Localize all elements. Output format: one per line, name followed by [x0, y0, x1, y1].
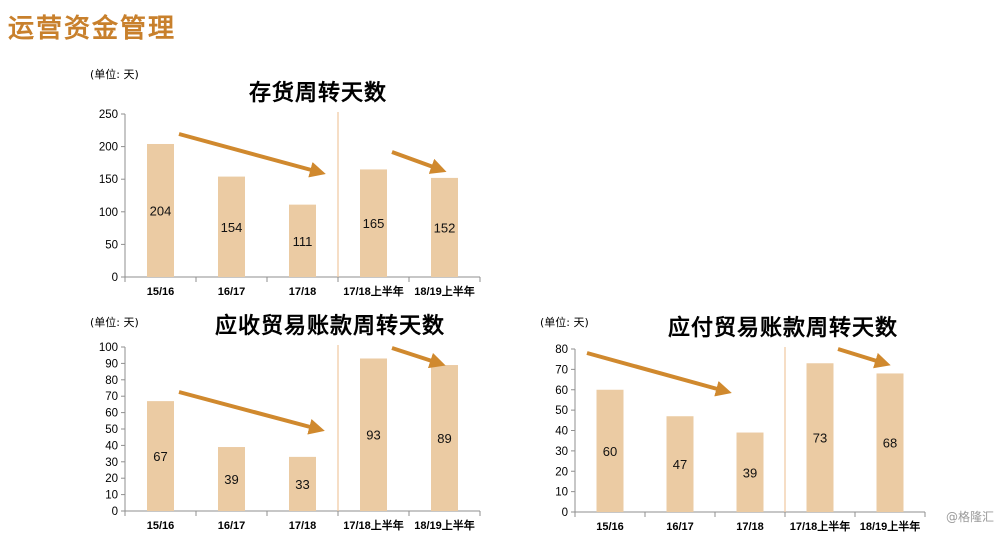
bar-value-label-inventory: 165 — [363, 216, 385, 231]
category-label-payables: 17/18上半年 — [790, 519, 851, 533]
trend-arrow-payables — [837, 347, 891, 369]
y-tick-label-payables: 10 — [555, 487, 568, 499]
unit-label-inventory: (单位: 天) — [90, 67, 139, 81]
y-tick-label-payables: 40 — [555, 426, 568, 438]
bar-inventory — [218, 176, 245, 277]
bar-payables — [666, 416, 694, 512]
trend-arrow-inventory — [391, 150, 447, 174]
trend-arrow-receivables — [178, 390, 325, 435]
category-label-receivables: 18/19上半年 — [414, 518, 475, 532]
category-label-payables: 18/19上半年 — [860, 519, 921, 533]
y-tick-label-receivables: 100 — [99, 342, 118, 354]
y-tick-label-receivables: 10 — [105, 490, 118, 502]
watermark: @格隆汇 — [945, 510, 994, 524]
y-tick-label-inventory: 100 — [99, 207, 118, 219]
y-tick-label-inventory: 0 — [112, 272, 118, 284]
bar-value-label-receivables: 67 — [153, 449, 167, 464]
bar-value-label-inventory: 111 — [293, 234, 313, 249]
y-tick-label-receivables: 0 — [112, 506, 118, 518]
y-tick-label-inventory: 50 — [105, 239, 118, 251]
y-tick-label-payables: 70 — [555, 364, 568, 376]
category-label-inventory: 18/19上半年 — [414, 284, 475, 298]
category-label-payables: 15/16 — [596, 521, 624, 533]
category-label-inventory: 16/17 — [218, 286, 246, 298]
y-tick-label-receivables: 90 — [105, 358, 118, 370]
category-label-payables: 16/17 — [666, 521, 694, 533]
bar-receivables — [431, 365, 458, 511]
category-label-receivables: 15/16 — [147, 520, 175, 532]
category-label-receivables: 17/18 — [289, 520, 317, 532]
y-tick-label-receivables: 30 — [105, 457, 118, 469]
bar-value-label-payables: 73 — [813, 431, 827, 446]
chart-title-inventory: 存货周转天数 — [249, 80, 387, 106]
y-tick-label-receivables: 60 — [105, 408, 118, 420]
y-tick-label-receivables: 70 — [105, 391, 118, 403]
y-tick-label-payables: 50 — [555, 405, 568, 417]
bar-value-label-payables: 60 — [603, 444, 617, 459]
bar-receivables — [147, 401, 174, 511]
y-tick-label-payables: 20 — [555, 466, 568, 478]
bar-receivables — [218, 447, 245, 511]
bar-inventory — [289, 204, 316, 277]
category-label-receivables: 16/17 — [218, 520, 246, 532]
bar-value-label-receivables: 39 — [224, 472, 238, 487]
y-tick-label-receivables: 40 — [105, 440, 118, 452]
bar-payables — [736, 432, 764, 512]
page-title: 运营资金管理 — [8, 14, 177, 44]
bar-value-label-receivables: 93 — [366, 428, 380, 443]
category-label-payables: 17/18 — [736, 521, 764, 533]
bar-value-label-receivables: 89 — [437, 431, 451, 446]
bar-payables — [806, 363, 834, 512]
bar-value-label-inventory: 152 — [434, 220, 456, 235]
bar-payables — [876, 373, 904, 512]
y-tick-label-inventory: 150 — [99, 174, 118, 186]
bar-inventory — [147, 143, 174, 277]
y-tick-label-payables: 60 — [555, 385, 568, 397]
y-tick-label-receivables: 50 — [105, 424, 118, 436]
trend-arrow-receivables — [391, 346, 446, 369]
bar-inventory — [360, 169, 387, 277]
y-tick-label-receivables: 20 — [105, 473, 118, 485]
unit-label-receivables: (单位: 天) — [90, 315, 139, 329]
y-tick-label-payables: 30 — [555, 446, 568, 458]
chart-title-payables: 应付贸易账款周转天数 — [668, 315, 898, 341]
unit-label-payables: (单位: 天) — [540, 315, 589, 329]
category-label-inventory: 17/18 — [289, 286, 317, 298]
trend-arrow-inventory — [178, 132, 326, 178]
y-tick-label-inventory: 250 — [99, 109, 118, 121]
y-tick-label-receivables: 80 — [105, 375, 118, 387]
category-label-receivables: 17/18上半年 — [343, 518, 404, 532]
category-label-inventory: 17/18上半年 — [343, 284, 404, 298]
bar-value-label-payables: 39 — [743, 465, 757, 480]
bar-payables — [596, 389, 624, 512]
bar-receivables — [360, 358, 387, 511]
bar-receivables — [289, 456, 316, 511]
y-tick-label-payables: 80 — [555, 344, 568, 356]
trend-arrow-payables — [586, 351, 732, 397]
bar-value-label-payables: 68 — [883, 436, 897, 451]
bar-value-label-inventory: 204 — [150, 203, 172, 218]
category-label-inventory: 15/16 — [147, 286, 175, 298]
y-tick-label-inventory: 200 — [99, 142, 118, 154]
bar-value-label-payables: 47 — [673, 457, 687, 472]
bar-inventory — [431, 177, 458, 277]
bar-value-label-inventory: 154 — [221, 220, 243, 235]
chart-title-receivables: 应收贸易账款周转天数 — [215, 313, 445, 339]
bar-value-label-receivables: 33 — [295, 477, 309, 492]
y-tick-label-payables: 0 — [562, 507, 568, 519]
